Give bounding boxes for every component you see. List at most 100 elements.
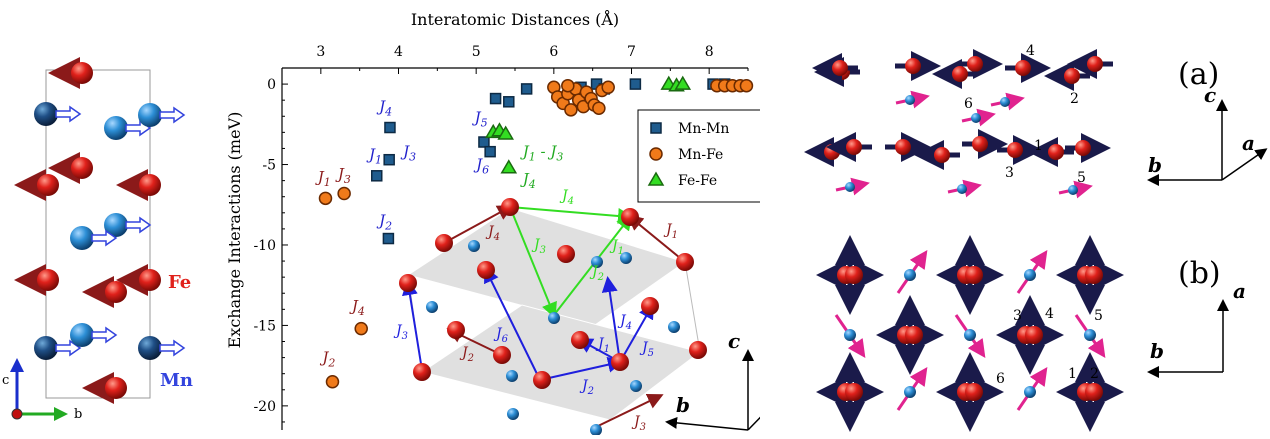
site-label: 6 [996,371,1005,387]
y-tick-label: -5 [262,158,276,174]
inset-mn-atom [468,240,480,252]
site-label: 1 [1068,366,1077,382]
b-b-label: b [1150,339,1164,363]
fe-atom [965,266,983,284]
inset-fe-atom [447,321,465,339]
inset-fe-atom [641,297,659,315]
annotation-label: J5 [472,109,488,130]
point-fe-fe [674,75,692,90]
mn-atom [845,182,855,192]
x-tick-label: 7 [627,44,636,60]
mn-spin-arrow [91,229,118,247]
b-axis-arrowhead [54,407,68,421]
x-tick-label: 3 [316,44,325,60]
x-tick-label: 8 [705,44,714,60]
fe-atom [846,139,862,155]
mn-atom [34,102,58,126]
panel-a-axes: c b a [1147,83,1268,186]
data-points [318,75,754,389]
label-j4-blue: J4 [617,313,632,332]
bond-j5-blue [619,302,654,363]
fe-atom [1075,140,1091,156]
label-j3-red: J3 [631,414,646,433]
point-mn-mn [489,92,502,105]
inset-mn-atom [630,380,642,392]
crystal-structure-svg: Fe Mn c b [2,57,193,422]
y-axis-title: Exchange Interactions (meV) [225,112,244,349]
mn-atom [971,113,981,123]
inset-mn-atom [426,301,438,313]
y-tick-label: -20 [253,399,276,415]
y-tick-label: -10 [253,238,276,254]
fe-atom [1048,144,1064,160]
annotation-label: J1 [366,146,382,167]
mn-atom [138,336,162,360]
bond-j4-green [509,206,634,224]
y-tick-label: 0 [267,77,276,93]
point-mn-mn [629,78,642,90]
point-mn-mn [484,145,496,158]
inset-fe-atom [435,234,453,252]
fe-atom [1007,142,1023,158]
annotation-label: J6 [473,155,489,176]
fe-atom [139,269,161,291]
bond-j2-green [553,213,633,316]
legend: Mn-Mn Mn-Fe Fe-Fe [637,109,775,203]
mn-spin-arrow [55,105,82,123]
mn-atom [104,116,128,140]
a-axis-dot [11,408,23,420]
bond-j3-green [509,206,557,319]
site-label: 6 [964,96,973,112]
point-mn-fe [561,78,575,93]
mn-atom [104,213,128,237]
c-axis-label: c [2,373,9,388]
point-mn-mn [503,96,515,108]
exchange-plot-svg: Interatomic Distances (Å) Exchange Inter… [225,9,788,436]
inset-mn-atom [590,424,602,436]
mn-atom [1024,386,1036,398]
inset-mn-atom [591,256,603,268]
fe-atom [1085,266,1103,284]
plot-axes: 3 4 5 6 7 8 0 -5 -10 -15 -20 [253,44,749,430]
inset-mn-atom [506,370,518,382]
fe-atom [972,136,988,152]
fe-atom [832,60,848,76]
mn-atom [1024,269,1036,281]
fe-atom [965,383,983,401]
mn-atom [1084,329,1096,341]
mn-spin-arrow [159,106,186,124]
panel-a-label: (a) [1178,57,1219,92]
inset-fe-atom [413,363,431,381]
inset-a-axis [747,389,788,431]
fe-atom [934,147,950,163]
point-fe-fe [497,125,514,140]
mn-atom [844,329,856,341]
point-mn-fe [601,80,615,95]
mn-atom [1068,185,1078,195]
point-mn-mn [383,153,395,166]
inset-fe-atom [557,245,575,263]
fe-atom [105,377,127,399]
inset-c-label: c [728,329,740,353]
mn-spin-arrow [91,326,118,344]
fe-atom [845,383,863,401]
fe-atom [1025,326,1043,344]
mn-atom [904,386,916,398]
exchange-plot-panel: Interatomic Distances (Å) Exchange Inter… [200,0,788,436]
legend-label: Mn-Mn [678,121,729,137]
annotation-label: J4 [376,97,392,118]
point-mn-mn [478,136,490,148]
mn-atom [957,184,967,194]
c-axis-arrowhead [10,358,24,372]
mn-atom [905,95,915,105]
mn-atom [1000,97,1010,107]
inset-fe-atom [621,208,639,226]
annotation-label: J3 [335,165,351,186]
bond-j1-red [626,214,686,263]
fe-atom [905,58,921,74]
plane-edge [684,261,701,353]
inset-b-label: b [676,393,690,417]
site-label: 5 [1077,170,1086,186]
bond-j4-blue [601,276,621,363]
